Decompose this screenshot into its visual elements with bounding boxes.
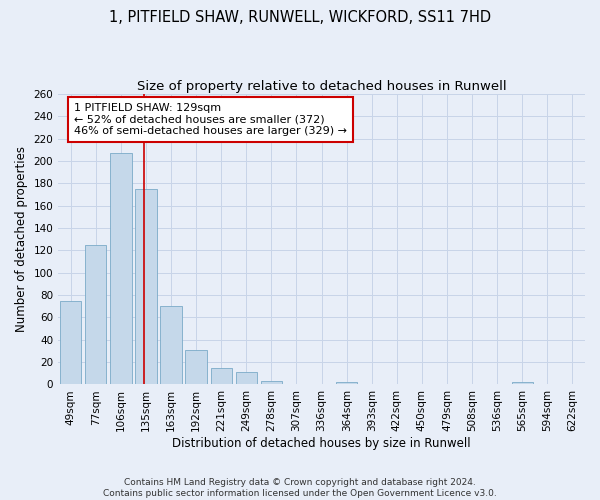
Bar bbox=[336, 382, 358, 384]
Title: Size of property relative to detached houses in Runwell: Size of property relative to detached ho… bbox=[137, 80, 506, 93]
Bar bbox=[236, 372, 257, 384]
Text: 1 PITFIELD SHAW: 129sqm
← 52% of detached houses are smaller (372)
46% of semi-d: 1 PITFIELD SHAW: 129sqm ← 52% of detache… bbox=[74, 103, 347, 136]
Bar bbox=[160, 306, 182, 384]
Bar bbox=[261, 381, 282, 384]
Bar bbox=[211, 368, 232, 384]
Bar bbox=[85, 245, 106, 384]
Bar bbox=[512, 382, 533, 384]
Bar bbox=[185, 350, 207, 384]
Text: 1, PITFIELD SHAW, RUNWELL, WICKFORD, SS11 7HD: 1, PITFIELD SHAW, RUNWELL, WICKFORD, SS1… bbox=[109, 10, 491, 25]
Bar bbox=[60, 300, 82, 384]
Bar bbox=[110, 154, 131, 384]
Text: Contains HM Land Registry data © Crown copyright and database right 2024.
Contai: Contains HM Land Registry data © Crown c… bbox=[103, 478, 497, 498]
Y-axis label: Number of detached properties: Number of detached properties bbox=[15, 146, 28, 332]
Bar bbox=[136, 189, 157, 384]
X-axis label: Distribution of detached houses by size in Runwell: Distribution of detached houses by size … bbox=[172, 437, 471, 450]
